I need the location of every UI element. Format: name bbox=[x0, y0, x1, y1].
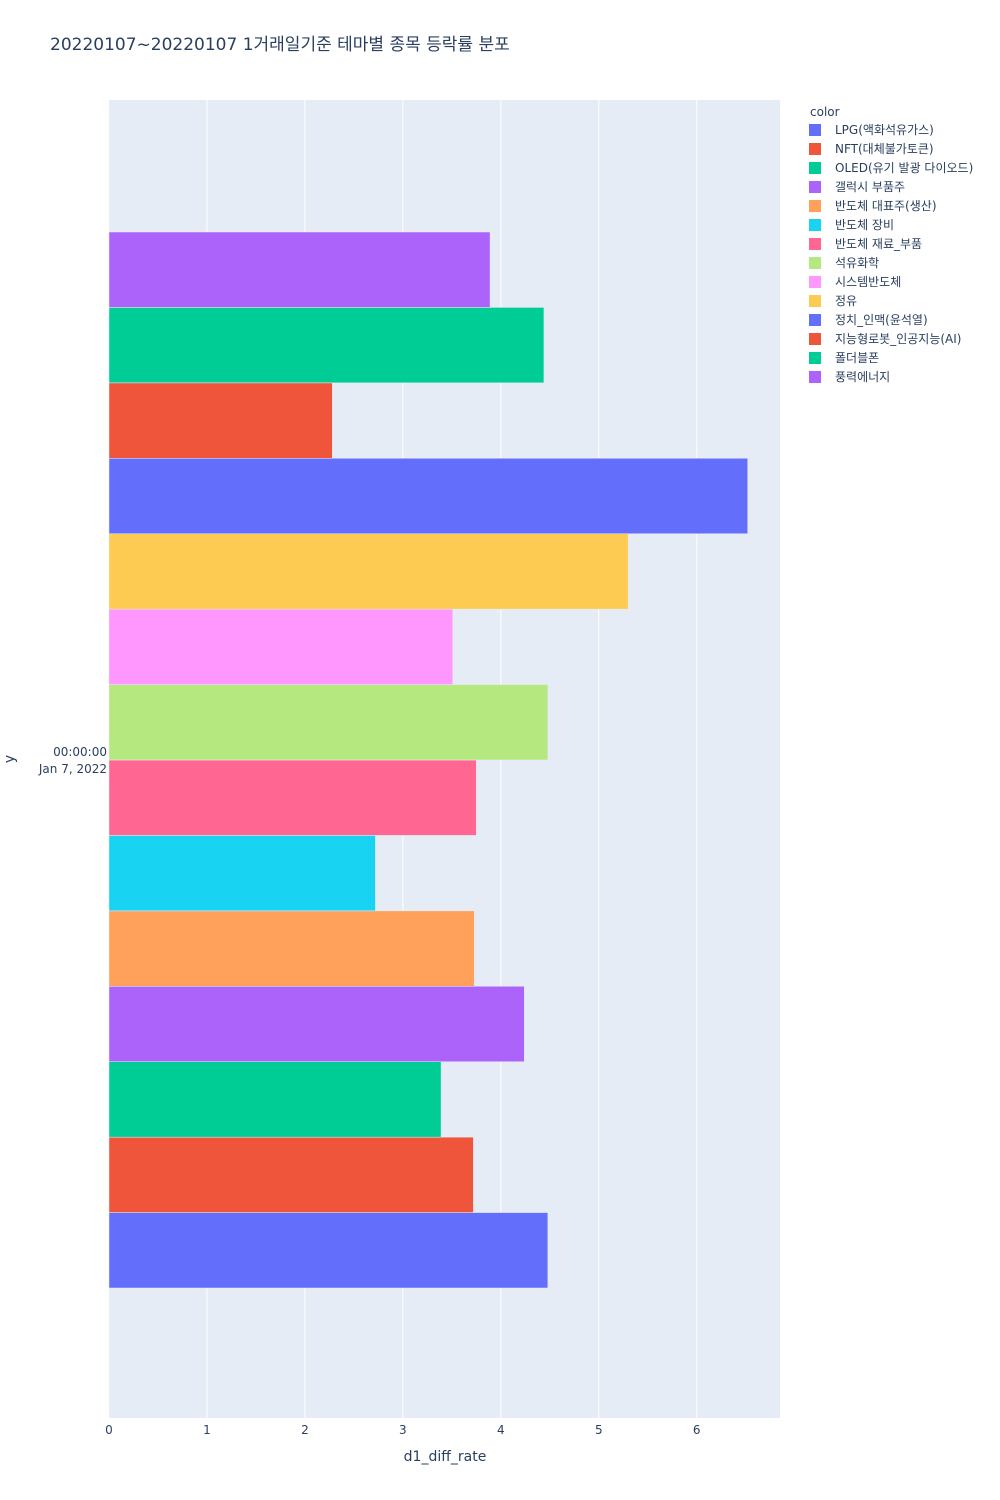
bar-series-5[interactable] bbox=[108, 835, 376, 912]
chart-title: 20220107~20220107 1거래일기준 테마별 종목 등락률 분포 bbox=[50, 35, 510, 55]
bar-series-6[interactable] bbox=[108, 759, 477, 836]
legend-swatch[interactable] bbox=[809, 238, 821, 250]
legend-item-label[interactable]: 지능형로봇_인공지능(AI) bbox=[835, 332, 961, 346]
legend-swatch[interactable] bbox=[809, 143, 821, 155]
x-axis-title: d1_diff_rate bbox=[404, 1449, 487, 1465]
legend-item-label[interactable]: 풍력에너지 bbox=[835, 370, 890, 384]
y-axis-title: y bbox=[2, 755, 18, 763]
legend-swatch[interactable] bbox=[809, 162, 821, 174]
legend-item-label[interactable]: NFT(대체불가토큰) bbox=[835, 142, 934, 156]
bar-series-11[interactable] bbox=[108, 382, 333, 459]
legend-item-label[interactable]: 폴더블폰 bbox=[835, 351, 879, 365]
legend-item-label[interactable]: 시스템반도체 bbox=[835, 275, 901, 289]
bar-series-7[interactable] bbox=[108, 684, 549, 761]
legend-item-label[interactable]: 반도체 대표주(생산) bbox=[835, 199, 937, 213]
bar-series-8[interactable] bbox=[108, 608, 454, 685]
legend-swatch[interactable] bbox=[809, 371, 821, 383]
legend-swatch[interactable] bbox=[809, 257, 821, 269]
bar-series-12[interactable] bbox=[108, 307, 545, 384]
legend-swatch[interactable] bbox=[809, 295, 821, 307]
legend-swatch[interactable] bbox=[809, 219, 821, 231]
bar-series-3[interactable] bbox=[108, 986, 525, 1062]
x-tick-label: 4 bbox=[497, 1423, 505, 1437]
x-tick-label: 5 bbox=[595, 1423, 603, 1437]
legend-swatch[interactable] bbox=[809, 200, 821, 212]
legend-swatch[interactable] bbox=[809, 276, 821, 288]
legend-swatch[interactable] bbox=[809, 181, 821, 193]
x-tick-label: 1 bbox=[203, 1423, 211, 1437]
bar-series-2[interactable] bbox=[108, 1061, 442, 1138]
legend-item-label[interactable]: 정치_인맥(윤석열) bbox=[835, 313, 928, 327]
legend-swatch[interactable] bbox=[809, 314, 821, 326]
bar-series-13[interactable] bbox=[108, 231, 491, 308]
legend: color LPG(액화석유가스) NFT(대체불가토큰) OLED(유기 발광 다… bbox=[809, 105, 973, 384]
legend-item-label[interactable]: LPG(액화석유가스) bbox=[835, 123, 934, 137]
legend-swatch[interactable] bbox=[809, 124, 821, 136]
bars bbox=[108, 231, 748, 1289]
legend-item-label[interactable]: OLED(유기 발광 다이오드) bbox=[835, 161, 973, 175]
legend-item-label[interactable]: 반도체 재료_부품 bbox=[835, 237, 922, 251]
x-tick-label: 6 bbox=[693, 1423, 701, 1437]
bar-series-10[interactable] bbox=[108, 458, 748, 534]
x-tick-label: 3 bbox=[399, 1423, 407, 1437]
y-tick-label-date: Jan 7, 2022 bbox=[38, 762, 107, 776]
legend-swatch[interactable] bbox=[809, 333, 821, 345]
bar-series-4[interactable] bbox=[108, 910, 475, 987]
legend-swatch[interactable] bbox=[809, 352, 821, 364]
y-tick-label-time: 00:00:00 bbox=[53, 745, 107, 759]
legend-item-label[interactable]: 석유화학 bbox=[835, 256, 879, 270]
legend-title: color bbox=[810, 105, 840, 119]
bar-series-1[interactable] bbox=[108, 1136, 474, 1213]
x-tick-label: 2 bbox=[301, 1423, 309, 1437]
legend-item-label[interactable]: 갤럭시 부품주 bbox=[835, 180, 905, 194]
x-tick-label: 0 bbox=[105, 1423, 113, 1437]
x-axis-ticks: 0 1 2 3 4 5 6 bbox=[105, 1423, 700, 1437]
bar-series-0[interactable] bbox=[108, 1212, 549, 1289]
bar-series-9[interactable] bbox=[108, 533, 629, 610]
legend-item-label[interactable]: 정유 bbox=[835, 294, 857, 308]
legend-item-label[interactable]: 반도체 장비 bbox=[835, 218, 894, 232]
